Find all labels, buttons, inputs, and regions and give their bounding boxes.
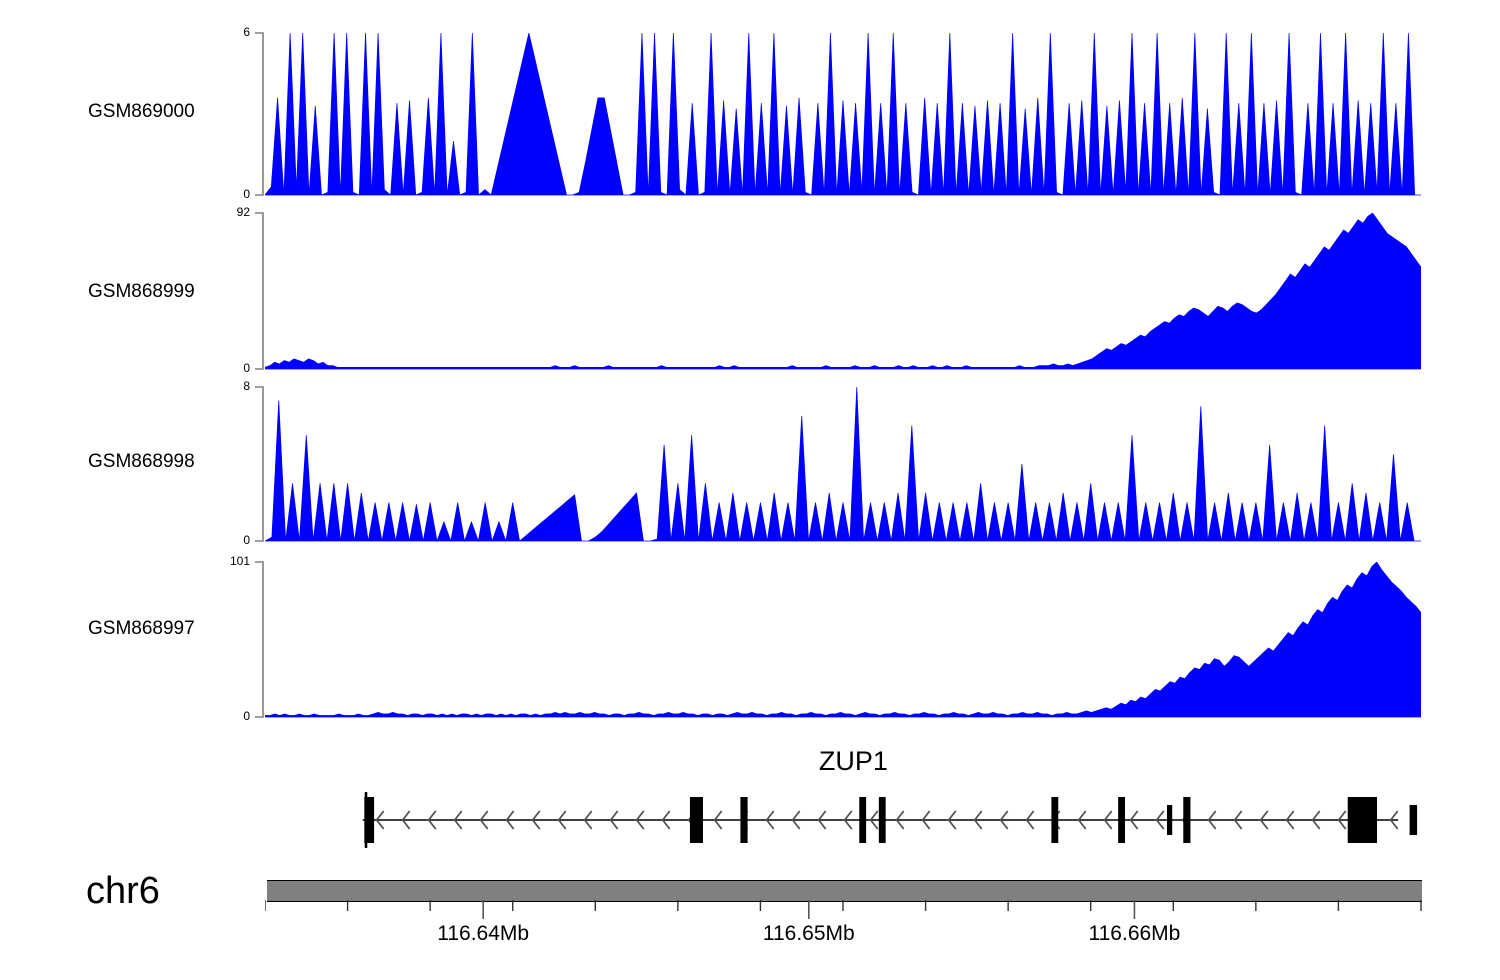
coverage-area[interactable] [265, 213, 1421, 370]
strand-arrow-icon [791, 810, 801, 830]
axis-min-label: 0 [243, 533, 250, 547]
gene-exon-block[interactable] [1167, 805, 1173, 835]
gene-exon-block[interactable] [1051, 797, 1059, 843]
track-sample-label: GSM869000 [88, 101, 195, 122]
coverage-area[interactable] [265, 387, 1421, 542]
chromosome-label: chr6 [86, 870, 160, 912]
strand-arrow-icon [999, 810, 1009, 830]
coverage-area[interactable] [265, 33, 1421, 196]
strand-arrow-icon [661, 810, 671, 830]
strand-arrow-icon [557, 810, 567, 830]
strand-arrow-icon [843, 810, 853, 830]
track-sample-label: GSM868999 [88, 281, 195, 302]
y-axis-bracket [255, 561, 264, 718]
strand-arrow-icon [427, 810, 437, 830]
y-axis-bracket [255, 32, 264, 196]
gene-exon-block[interactable] [1183, 797, 1191, 843]
axis-max-label: 8 [243, 379, 250, 393]
strand-arrow-icon [1285, 810, 1295, 830]
coordinate-tick-svg [265, 900, 1422, 919]
gene-model-svg[interactable] [265, 775, 1425, 865]
gene-exon-block[interactable] [878, 797, 886, 843]
strand-arrow-icon [1103, 810, 1113, 830]
strand-arrow-icon [973, 810, 983, 830]
strand-arrow-icon [1233, 810, 1243, 830]
strand-arrow-icon [1129, 810, 1139, 830]
strand-arrow-icon [713, 810, 723, 830]
strand-arrow-icon [1389, 810, 1399, 830]
chromosome-axis-track: chr6 116.64Mb 116.65Mb 116.66Mb [0, 865, 1500, 975]
axis-min-label: 0 [243, 187, 250, 201]
axis-max-label: 92 [236, 205, 250, 219]
strand-arrow-icon [895, 810, 905, 830]
strand-arrow-icon [1155, 810, 1165, 830]
y-axis-bracket [255, 212, 264, 370]
strand-arrow-icon [609, 810, 619, 830]
strand-arrow-icon [453, 810, 463, 830]
gene-annotation-track[interactable]: ZUP1 [0, 746, 1500, 885]
strand-arrow-icon [1077, 810, 1087, 830]
track-sample-label: GSM868997 [88, 618, 195, 639]
gene-name-label: ZUP1 [818, 746, 888, 776]
strand-arrow-icon [1207, 810, 1217, 830]
strand-arrow-icon [479, 810, 489, 830]
strand-arrow-icon [1259, 810, 1269, 830]
strand-arrow-icon [401, 810, 411, 830]
axis-max-label: 6 [243, 25, 250, 39]
gene-exon-block[interactable] [364, 797, 375, 843]
strand-arrow-icon [921, 810, 931, 830]
gene-exon-block[interactable] [1409, 805, 1418, 835]
gene-exon-block[interactable] [1347, 797, 1378, 843]
ideogram-bar[interactable] [267, 880, 1422, 902]
coordinate-tick-label: 116.65Mb [762, 922, 855, 945]
axis-max-label: 101 [229, 554, 250, 568]
coordinate-tick-label: 116.64Mb [437, 922, 530, 945]
gene-exon-block[interactable] [689, 797, 703, 843]
axis-min-label: 0 [243, 709, 250, 723]
strand-arrow-icon [947, 810, 957, 830]
y-axis-bracket [255, 386, 264, 542]
strand-arrow-icon [765, 810, 775, 830]
strand-arrow-icon [375, 810, 385, 830]
strand-arrow-icon [583, 810, 593, 830]
coverage-area[interactable] [265, 562, 1421, 718]
gene-exon-block[interactable] [740, 797, 748, 843]
strand-arrow-icon [1337, 810, 1347, 830]
strand-arrow-icon [531, 810, 541, 830]
gene-exon-block[interactable] [1118, 797, 1125, 843]
strand-arrow-icon [869, 810, 879, 830]
track-sample-label: GSM868998 [88, 451, 195, 472]
gene-exon-block[interactable] [859, 797, 867, 843]
axis-min-label: 0 [243, 361, 250, 375]
strand-arrow-icon [1311, 810, 1321, 830]
coordinate-tick-label: 116.66Mb [1088, 922, 1181, 945]
strand-arrow-icon [635, 810, 645, 830]
strand-arrow-icon [817, 810, 827, 830]
strand-arrow-icon [505, 810, 515, 830]
strand-arrow-icon [1025, 810, 1035, 830]
